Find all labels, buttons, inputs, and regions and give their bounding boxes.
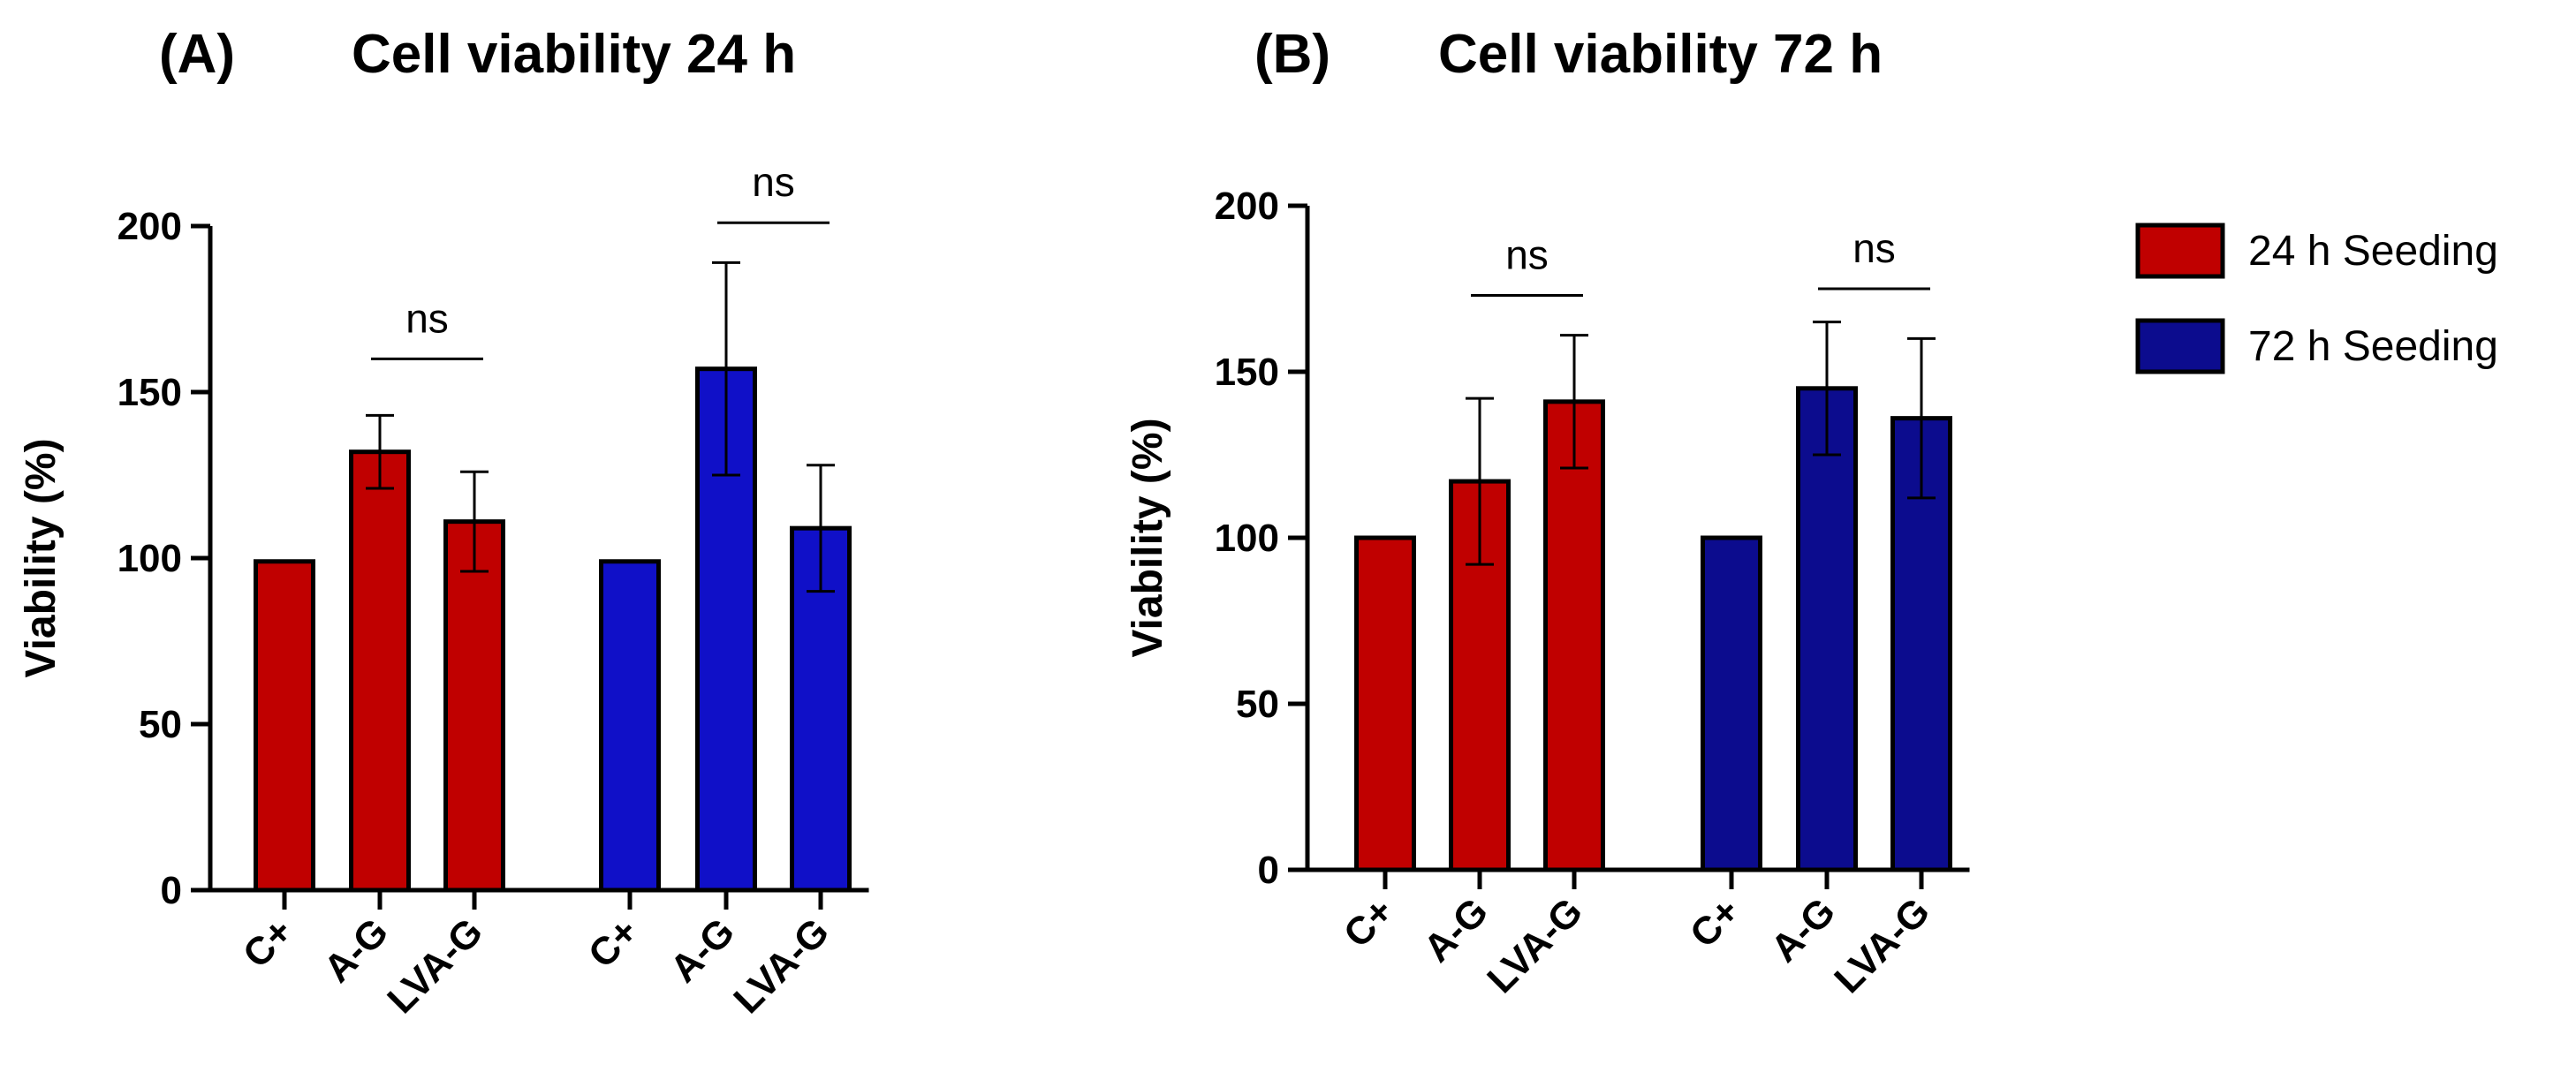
category-label-a-s1-2: LVA-G [725,910,837,1022]
bar-b-s1-1 [1796,386,1858,872]
y-tick-label-a-2: 100 [117,537,182,580]
y-tick-label-a-1: 50 [139,703,182,746]
bar-b-s0-2 [1543,399,1605,872]
y-tick-label-b-1: 50 [1236,683,1279,726]
category-label-b-s0-2: LVA-G [1479,889,1591,1001]
y-tick-label-a-4: 200 [117,205,182,248]
y-tick-label-b-3: 150 [1215,351,1279,394]
category-label-a-s0-0: C+ [235,910,301,976]
legend-label-24h: 24 h Seeding [2248,228,2498,275]
bar-a-s0-0 [254,559,315,893]
panel-a-title: Cell viability 24 h [352,24,796,85]
bar-a-s1-0 [599,559,661,893]
significance-label-b-1: ns [1852,225,1896,271]
legend-swatch-72h [2135,318,2225,374]
significance-label-a-1: ns [752,159,795,205]
category-label-b-s0-0: C+ [1336,889,1402,955]
bar-b-s0-0 [1354,535,1416,872]
category-label-b-s1-2: LVA-G [1826,889,1938,1001]
category-label-a-s1-1: A-G [662,910,743,991]
category-label-a-s0-1: A-G [315,910,397,991]
y-tick-label-a-0: 0 [161,869,182,912]
panel-b-title: Cell viability 72 h [1438,24,1883,85]
category-label-b-s1-0: C+ [1682,889,1748,955]
significance-label-a-0: ns [405,295,449,341]
legend-label-72h: 72 h Seeding [2248,323,2498,370]
y-tick-label-a-3: 150 [117,371,182,414]
bar-a-s0-1 [349,449,411,893]
y-tick-label-b-0: 0 [1258,849,1279,892]
y-tick-label-b-4: 200 [1215,185,1279,228]
category-label-a-s1-0: C+ [580,910,647,976]
significance-label-b-0: ns [1505,232,1549,278]
bar-b-s1-0 [1701,535,1762,872]
legend-swatch-24h [2135,223,2225,279]
y-axis-label-b: Viability (%) [1125,418,1171,657]
category-label-a-s0-2: LVA-G [379,910,491,1022]
bar-a-s0-2 [443,519,505,893]
legend: 24 h Seeding 72 h Seeding [2135,223,2498,374]
y-tick-label-b-2: 100 [1215,517,1279,560]
y-axis-label-a: Viability (%) [18,438,64,677]
category-label-b-s1-1: A-G [1762,889,1844,970]
category-label-b-s0-1: A-G [1415,889,1496,970]
panel-a-label: (A) [159,24,235,85]
panel-b-label: (B) [1254,24,1330,85]
